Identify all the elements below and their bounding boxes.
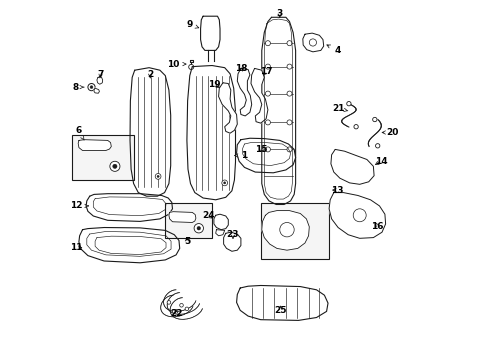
Circle shape (286, 120, 291, 125)
Circle shape (286, 91, 291, 96)
Polygon shape (328, 193, 385, 238)
Polygon shape (236, 138, 295, 173)
Circle shape (353, 125, 358, 129)
Text: 18: 18 (234, 64, 246, 73)
Polygon shape (94, 88, 99, 93)
Polygon shape (130, 68, 170, 196)
Circle shape (346, 102, 350, 106)
Circle shape (265, 41, 270, 46)
Circle shape (265, 91, 270, 96)
Text: 10: 10 (167, 59, 185, 68)
Circle shape (155, 174, 161, 179)
Circle shape (375, 144, 379, 148)
Text: 15: 15 (255, 145, 267, 154)
Text: 13: 13 (330, 186, 343, 194)
Text: 6: 6 (75, 126, 84, 140)
Text: 5: 5 (183, 238, 190, 247)
Text: 8: 8 (72, 83, 84, 91)
Circle shape (265, 120, 270, 125)
Circle shape (352, 209, 366, 222)
Circle shape (110, 161, 120, 171)
Circle shape (286, 41, 291, 46)
Polygon shape (218, 83, 237, 133)
Polygon shape (330, 149, 373, 184)
Circle shape (167, 301, 170, 304)
Bar (260, 203, 328, 259)
Circle shape (286, 147, 291, 152)
Text: 17: 17 (259, 68, 272, 77)
Text: 16: 16 (371, 222, 383, 231)
Text: 14: 14 (374, 157, 387, 166)
Polygon shape (250, 68, 267, 123)
Circle shape (188, 64, 193, 69)
Circle shape (197, 226, 200, 230)
Text: 3: 3 (276, 9, 283, 18)
Polygon shape (213, 214, 228, 230)
Polygon shape (186, 66, 235, 200)
Circle shape (113, 164, 117, 168)
Text: 19: 19 (207, 80, 220, 89)
Circle shape (194, 224, 203, 233)
Text: 23: 23 (226, 230, 239, 239)
Text: 12: 12 (70, 201, 88, 210)
Circle shape (88, 84, 95, 91)
Polygon shape (236, 285, 327, 320)
Circle shape (372, 117, 376, 122)
Text: 2: 2 (147, 71, 153, 79)
Text: 4: 4 (326, 45, 340, 55)
Polygon shape (86, 194, 172, 221)
Polygon shape (200, 16, 220, 50)
Polygon shape (237, 68, 251, 116)
Text: 21: 21 (332, 104, 347, 113)
Circle shape (223, 182, 225, 184)
Circle shape (185, 307, 188, 311)
Circle shape (279, 222, 294, 237)
Text: 11: 11 (70, 243, 82, 252)
Polygon shape (215, 230, 224, 236)
Circle shape (265, 64, 270, 69)
Text: 24: 24 (202, 211, 214, 220)
Circle shape (286, 64, 291, 69)
Circle shape (157, 175, 159, 177)
Text: 7: 7 (97, 71, 103, 79)
Polygon shape (97, 77, 102, 84)
Polygon shape (168, 212, 196, 222)
Text: 25: 25 (274, 306, 286, 315)
Text: 22: 22 (169, 309, 182, 318)
Bar (165, 203, 212, 238)
Circle shape (179, 303, 183, 307)
Polygon shape (261, 17, 295, 204)
Polygon shape (261, 211, 309, 250)
Circle shape (222, 180, 227, 186)
Text: 9: 9 (186, 20, 198, 29)
Circle shape (90, 86, 93, 89)
Polygon shape (189, 60, 192, 62)
Bar (72, 135, 133, 180)
Text: 20: 20 (382, 128, 398, 137)
Text: 1: 1 (234, 151, 247, 160)
Polygon shape (79, 228, 179, 263)
Circle shape (265, 147, 270, 152)
Polygon shape (302, 33, 323, 52)
Polygon shape (223, 232, 241, 251)
Polygon shape (78, 140, 111, 150)
Circle shape (172, 310, 176, 313)
Circle shape (309, 39, 316, 46)
